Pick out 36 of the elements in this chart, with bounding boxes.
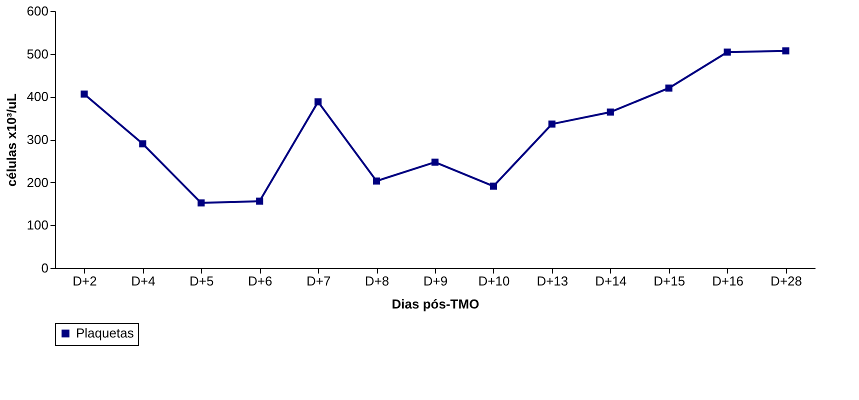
x-tick-label: D+16 (712, 274, 744, 288)
x-tick-label: D+9 (423, 274, 448, 288)
y-axis-title: células x10³/uL (4, 93, 19, 187)
y-tick-label: 200 (26, 174, 48, 190)
x-axis-title: Dias pós-TMO (392, 296, 480, 312)
y-tick-label: 400 (26, 89, 48, 104)
point (80, 90, 88, 98)
x-tick-label: D+10 (478, 274, 510, 288)
x-tick-label: D+5 (190, 274, 214, 288)
point (256, 198, 264, 205)
point (724, 48, 731, 56)
point (782, 47, 790, 54)
y-tick-label: 600 (26, 4, 48, 18)
y-tick-label: 0 (41, 260, 48, 276)
point (198, 199, 205, 206)
y-tick-label: 500 (26, 46, 48, 62)
x-tick-label: D+7 (306, 274, 331, 288)
y-tick-label: 300 (26, 132, 48, 147)
point (314, 98, 322, 106)
point (548, 120, 556, 128)
x-tick-label: D+2 (72, 274, 97, 288)
x-tick-label: D+28 (770, 274, 802, 288)
x-tick-label: D+14 (595, 274, 627, 288)
x-tick-label: D+6 (248, 274, 272, 288)
point (606, 108, 614, 116)
point (431, 158, 439, 166)
point (490, 182, 497, 190)
legend-label: Plaquetas (76, 326, 134, 340)
x-tick-label: D+13 (536, 274, 568, 288)
x-tick-label: D+8 (364, 274, 390, 288)
point (373, 178, 380, 185)
point (139, 140, 146, 148)
point (665, 84, 672, 92)
x-tick-label: D+4 (131, 274, 156, 288)
y-tick-label: 100 (26, 218, 48, 233)
x-tick-label: D+15 (654, 274, 686, 288)
